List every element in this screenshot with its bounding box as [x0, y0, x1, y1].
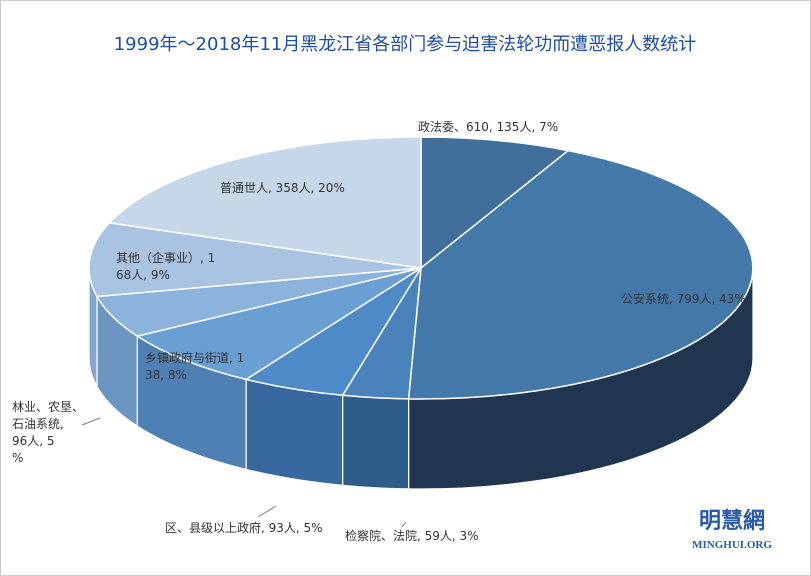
- pie-slice-4: [135, 267, 422, 381]
- slice-label-3: 区、县级以上政府, 93人, 5%: [165, 520, 323, 535]
- logo-text-en: MINGHUI.ORG: [692, 539, 772, 551]
- slice-labels: 政法委、610, 135人, 7% 公安系统, 799人, 43% 检察院、法院, …: [12, 120, 746, 543]
- slice-label-2: 检察院、法院, 59人, 3%: [345, 528, 479, 543]
- logo-text-cn: 明慧網: [699, 508, 765, 534]
- pie-side-3: [245, 378, 344, 486]
- pie-slice-6: [88, 222, 422, 298]
- slice-label-1: 公安系统, 799人, 43%: [621, 291, 746, 306]
- slice-label-6: 其他（企事业）, 1 68人, 9%: [116, 250, 215, 282]
- slice-label-5: 林业、农垦、石油系统, 96人, 5%: [12, 400, 84, 465]
- leader-line-2: [401, 521, 407, 528]
- minghui-logo: 明慧網 MINGHUI.ORG: [692, 508, 772, 551]
- leader-line-5: [81, 417, 101, 426]
- pie-side-2: [342, 394, 410, 490]
- pie-tops: [88, 136, 754, 400]
- chart-title: 1999年～2018年11月黑龙江省各部门参与迫害法轮功而遭恶报人数统计: [114, 34, 697, 55]
- label-leaders: [81, 417, 407, 528]
- slice-label-0: 政法委、610, 135人, 7%: [418, 120, 558, 134]
- pie-slice-1: [407, 149, 754, 400]
- pie-slice-7: [107, 136, 422, 269]
- pie-slice-0: [420, 136, 570, 270]
- slice-label-7: 普通世人, 358人, 20%: [220, 181, 345, 195]
- slice-label-4: 乡镇政府与街道, 1 38, 8%: [145, 350, 244, 382]
- leader-line-3: [257, 505, 277, 518]
